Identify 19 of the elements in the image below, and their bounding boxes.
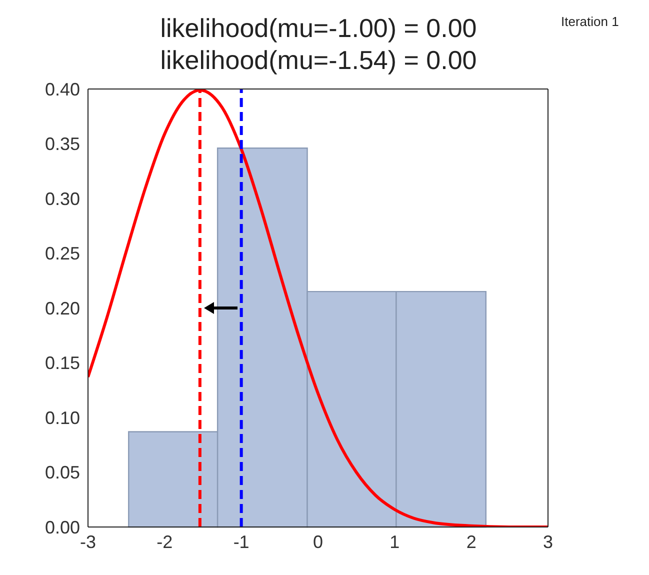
y-tick-label: 0.30 (44, 188, 80, 209)
x-tick-label: 0 (312, 532, 324, 552)
x-tick-label: -1 (233, 532, 250, 552)
chart-title: likelihood(mu=-1.00) = 0.00 likelihood(mu=-1.54) = 0.00 (159, 12, 478, 76)
y-tick-label: 0.20 (44, 298, 80, 318)
y-tick-label: 0.00 (44, 517, 80, 538)
text: Iteration 1 (561, 14, 619, 29)
y-tick-label: 0.40 (44, 79, 80, 100)
x-tick-label: 3 (542, 532, 554, 552)
x-tick-label: 2 (466, 532, 476, 552)
line-series (88, 89, 548, 527)
x-tick-label: -2 (156, 532, 173, 552)
y-tick-label: 0.35 (44, 134, 80, 154)
x-tick-label: -3 (80, 532, 96, 552)
y-tick-label: 0.15 (44, 353, 80, 374)
y-tick-label: 0.10 (44, 408, 80, 428)
y-tick-label: 0.05 (44, 462, 80, 483)
y-tick-label: 0.25 (44, 244, 80, 264)
x-tick-label: 1 (390, 532, 400, 552)
